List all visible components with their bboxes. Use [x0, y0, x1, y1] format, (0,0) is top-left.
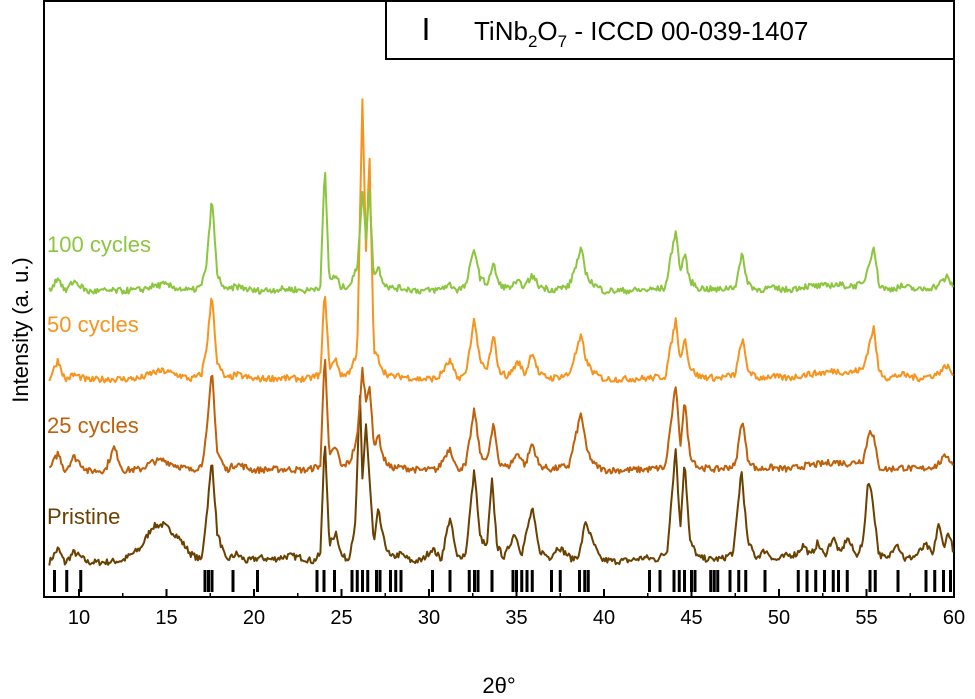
plot-frame [43, 0, 955, 598]
y-axis-title: Intensity (a. u.) [8, 257, 33, 403]
x-tick-label: 10 [68, 607, 90, 629]
series-lines [48, 98, 954, 567]
x-tick-label: 50 [768, 607, 790, 629]
x-tick-label: 20 [243, 607, 265, 629]
series-line [48, 171, 954, 295]
series-label: 25 cycles [47, 413, 139, 438]
x-tick-label: 25 [330, 607, 352, 629]
x-tick-label: 40 [593, 607, 615, 629]
reference-ticks [53, 570, 952, 592]
series-line [48, 98, 954, 384]
series-label: Pristine [47, 504, 120, 529]
legend-label: TiNb2O7 - ICCD 00-039-1407 [474, 16, 808, 51]
series-line [48, 394, 954, 567]
series-label: 100 cycles [47, 232, 151, 257]
series-label: 50 cycles [47, 312, 139, 337]
x-tick-label: 15 [155, 607, 177, 629]
x-tick-label: 45 [680, 607, 702, 629]
x-tick-label: 35 [505, 607, 527, 629]
series-line [48, 358, 954, 475]
x-axis-ticks: 10 15 20 25 30 35 40 45 50 55 60 [68, 589, 965, 629]
legend: TiNb2O7 - ICCD 00-039-1407 [385, 0, 955, 60]
x-tick-label: 30 [418, 607, 440, 629]
x-axis-title: 2θ° [482, 673, 515, 698]
legend-box [385, 0, 955, 60]
x-tick-label: 55 [855, 607, 877, 629]
x-tick-label: 60 [943, 607, 965, 629]
series-labels: Pristine 25 cycles 50 cycles 100 cycles [47, 232, 151, 529]
